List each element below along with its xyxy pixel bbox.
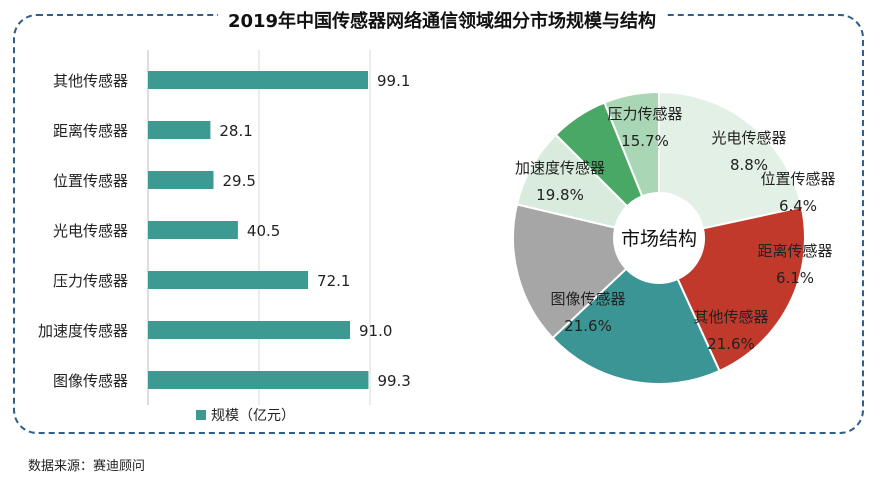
slice-value: 21.6% xyxy=(707,335,755,353)
slice-value: 6.1% xyxy=(776,269,814,287)
slice-label: 其他传感器 xyxy=(693,308,768,326)
category-label: 距离传感器 xyxy=(53,122,128,140)
data-label: 40.5 xyxy=(247,222,280,240)
pie-slice xyxy=(658,90,803,230)
bar xyxy=(148,321,351,339)
slice-label: 加速度传感器 xyxy=(515,159,605,177)
bar xyxy=(148,371,369,389)
slice-value: 6.4% xyxy=(779,197,817,215)
bar-chart: 其他传感器 99.1 距离传感器 28.1 位置传感器 29.5 光电传感器 40.5 压力传感… xyxy=(38,50,411,424)
data-label: 99.3 xyxy=(377,372,410,390)
category-label: 压力传感器 xyxy=(53,272,128,290)
pie-slice xyxy=(551,267,721,385)
bar xyxy=(148,121,211,139)
bar xyxy=(148,221,238,239)
bar xyxy=(148,171,214,189)
category-label: 位置传感器 xyxy=(53,172,128,190)
legend-swatch xyxy=(196,410,206,420)
slice-label: 光电传感器 xyxy=(711,129,786,147)
pie-slice xyxy=(603,90,660,198)
slice-value: 19.8% xyxy=(536,186,584,204)
bar xyxy=(148,71,369,89)
slice-value: 21.6% xyxy=(564,317,612,335)
slice-value: 8.8% xyxy=(730,156,768,174)
donut-hole xyxy=(615,194,703,282)
data-label: 72.1 xyxy=(317,272,350,290)
data-label: 91.0 xyxy=(359,322,392,340)
data-label: 28.1 xyxy=(219,122,252,140)
slice-label: 压力传感器 xyxy=(607,105,682,123)
slice-label: 图像传感器 xyxy=(550,290,625,308)
category-label: 其他传感器 xyxy=(53,72,128,90)
data-label: 99.1 xyxy=(377,72,410,90)
pie-slice xyxy=(676,205,806,373)
slice-value: 15.7% xyxy=(621,132,669,150)
donut-center-label: 市场结构 xyxy=(621,228,697,250)
category-label: 图像传感器 xyxy=(53,372,128,390)
category-label: 加速度传感器 xyxy=(38,322,128,340)
slice-label: 位置传感器 xyxy=(760,170,835,188)
pie-slice xyxy=(512,203,628,340)
bar xyxy=(148,271,309,289)
data-label: 29.5 xyxy=(222,172,255,190)
slice-label: 距离传感器 xyxy=(757,242,832,260)
chart-title: 2019年中国传感器网络通信领域细分市场规模与结构 xyxy=(0,7,884,33)
legend-label: 规模（亿元） xyxy=(211,408,295,424)
data-source: 数据来源：赛迪顾问 xyxy=(28,459,146,474)
category-label: 光电传感器 xyxy=(53,222,128,240)
